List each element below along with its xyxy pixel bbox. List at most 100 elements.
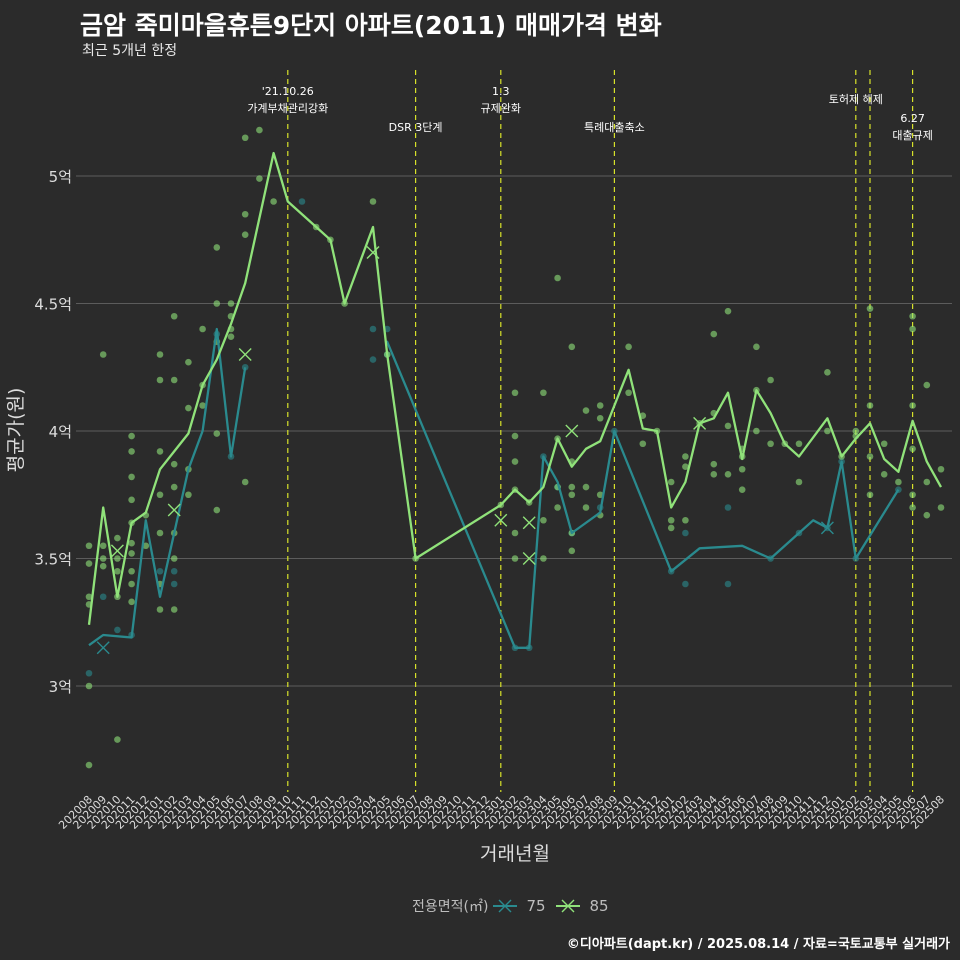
transaction-point-85 [511,555,519,562]
transaction-point-85 [85,542,93,550]
transaction-point-85 [241,231,249,238]
transaction-point-85 [710,471,718,478]
y-tick-label: 3.5억 [34,551,72,569]
transaction-point-85 [128,550,135,557]
transaction-point-85 [937,465,945,473]
transaction-point-85 [128,539,135,547]
legend-title: 전용면적(㎡) [412,899,488,915]
transaction-point-85 [682,463,689,471]
marker-stroke [693,416,707,430]
transaction-point-85 [738,486,746,493]
transaction-point-85 [880,471,888,478]
transaction-point-85 [185,491,192,499]
transaction-point-85 [369,198,377,205]
marker-stroke [96,641,110,655]
transaction-point-75 [298,198,306,205]
series-marker-75 [820,521,834,535]
transaction-point-85 [128,473,135,481]
y-axis: 3억 3.5억 4억 4.5억 5억 [34,168,72,696]
transaction-point-75 [369,325,377,333]
transaction-point-85 [866,402,874,409]
event-label: 1.3 [492,85,510,98]
transaction-point-85 [866,305,874,312]
series-marker-85 [565,424,579,438]
transaction-point-85 [511,529,519,537]
transaction-point-85 [128,598,135,606]
page-subtitle: 최근 5개년 한정 [82,43,178,59]
transaction-point-85 [213,430,221,437]
transaction-point-85 [909,312,916,320]
transaction-point-85 [256,175,263,182]
marker-stroke [238,348,252,361]
source-caption: ©디아파트(dapt.kr) / 2025.08.14 / 자료=국토교통부 실… [566,937,950,952]
transaction-point-85 [824,427,831,435]
series-marker-85 [167,503,181,517]
marker-stroke [820,521,834,535]
legend-label: 85 [589,897,608,915]
transaction-point-85 [128,496,135,504]
series-marker-85 [494,513,508,527]
transaction-point-85 [128,567,135,575]
transaction-point-85 [554,504,561,511]
transaction-point-85 [227,300,235,307]
transaction-point-85 [582,483,590,491]
transaction-point-85 [99,542,107,550]
transaction-point-85 [511,389,519,397]
transaction-point-75 [170,567,178,575]
transaction-point-85 [724,471,732,478]
y-axis-label: 평균가(원) [5,388,27,473]
series-marker-85 [522,552,536,565]
transaction-point-85 [156,606,164,613]
series-marker-75 [96,641,110,655]
marker-stroke [522,516,536,530]
transaction-point-85 [909,504,916,511]
transaction-point-85 [256,126,263,134]
transaction-point-85 [568,343,576,351]
transaction-point-85 [142,542,150,550]
y-tick-label: 4.5억 [34,296,72,314]
event-label: 규제완화 [481,102,521,115]
transaction-point-85 [213,506,221,514]
series-marker-85 [238,348,252,361]
transaction-point-85 [170,460,178,468]
transaction-point-75 [724,580,732,588]
transaction-point-85 [170,483,178,491]
transaction-points [85,126,945,769]
transaction-point-75 [682,529,689,537]
transaction-point-85 [213,244,221,251]
marker-stroke [522,552,536,565]
transaction-point-85 [596,491,604,499]
transaction-point-75 [369,356,377,363]
transaction-point-85 [114,736,121,743]
transaction-point-85 [582,504,590,511]
series-line-75 [386,340,900,649]
transaction-point-75 [170,580,178,588]
transaction-point-85 [795,440,803,448]
transaction-point-75 [114,626,121,634]
transaction-point-85 [199,402,206,409]
transaction-point-85 [596,414,604,422]
transaction-point-85 [866,491,874,499]
transaction-point-85 [767,440,774,448]
page-title: 금암 죽미마을휴튼9단지 아파트(2011) 매매가격 변화 [80,11,662,40]
y-tick-label: 3억 [49,678,72,696]
transaction-point-85 [241,134,249,142]
transaction-point-85 [568,547,576,555]
transaction-point-75 [85,669,93,677]
transaction-point-85 [724,307,732,315]
legend-swatch-x [561,899,575,913]
legend-swatch-x [498,899,512,913]
series-marker-85 [522,516,536,530]
transaction-point-85 [923,478,931,486]
legend: 전용면적(㎡) 75 85 [412,897,609,915]
marker-stroke [494,513,508,527]
transaction-point-85 [213,300,221,307]
transaction-point-85 [170,376,178,384]
transaction-point-85 [753,427,760,435]
transaction-point-85 [85,593,93,601]
series-line-85 [87,151,943,625]
transaction-point-85 [909,445,916,453]
transaction-point-85 [156,491,164,499]
transaction-point-85 [199,325,206,333]
